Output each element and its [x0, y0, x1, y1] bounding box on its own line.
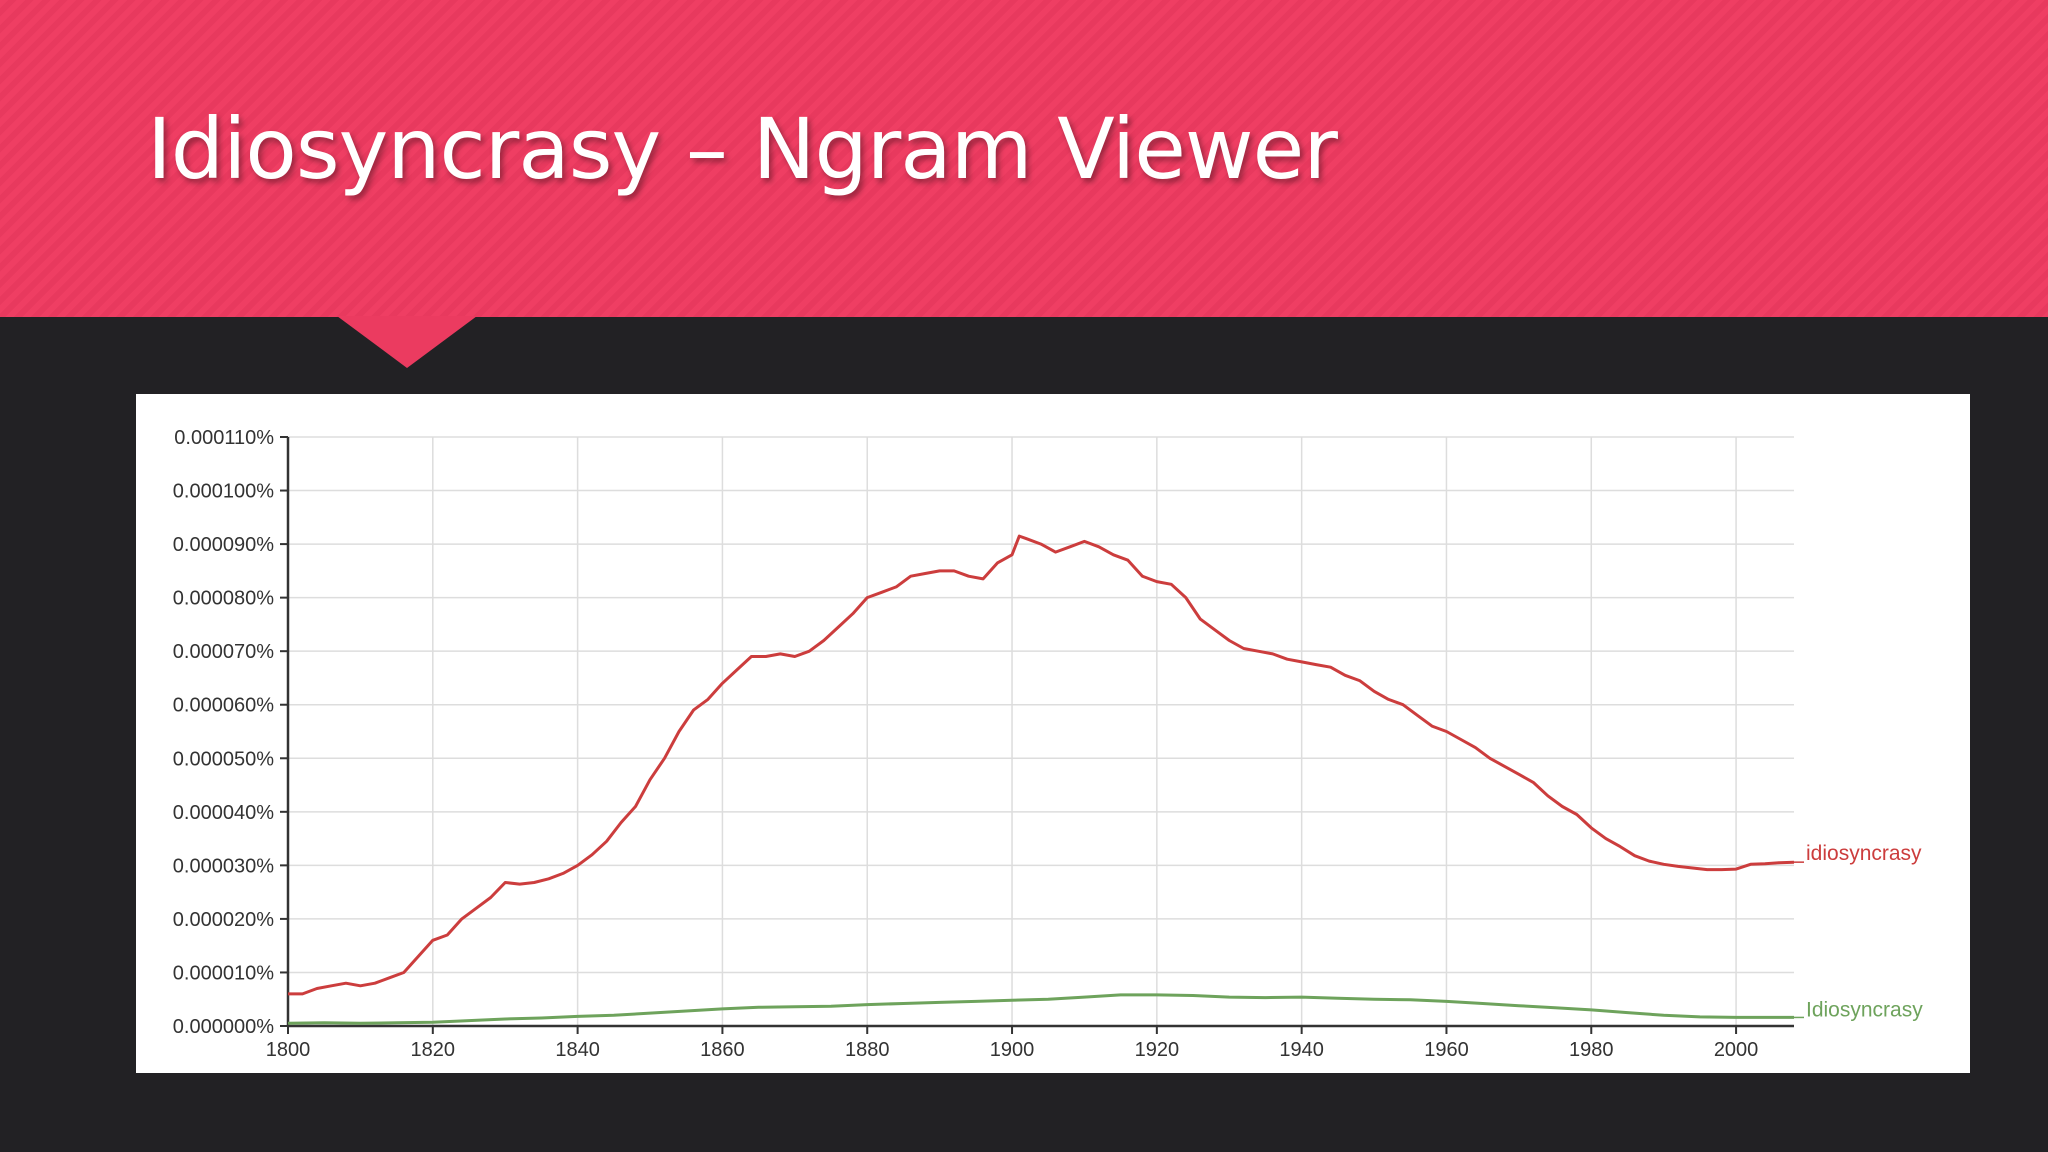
- x-tick-label: 1940: [1279, 1039, 1324, 1061]
- x-tick-label: 1800: [266, 1039, 311, 1061]
- y-tick-label: 0.000100%: [173, 481, 274, 503]
- banner-pointer: [337, 316, 477, 368]
- y-tick-label: 0.000060%: [173, 695, 274, 717]
- x-tick-label: 1900: [990, 1039, 1035, 1061]
- x-tick-label: 1980: [1569, 1039, 1614, 1061]
- y-tick-label: 0.000010%: [173, 962, 274, 984]
- x-tick-label: 1960: [1424, 1039, 1469, 1061]
- series-line-1: [288, 534, 1795, 996]
- x-tick-label: 1840: [555, 1039, 600, 1061]
- slide-title: Idiosyncrasy – Ngram Viewer: [147, 100, 1338, 198]
- y-tick-label: 0.000080%: [173, 588, 274, 610]
- y-tick-label: 0.000050%: [173, 748, 274, 770]
- ngram-line-chart: 0.000000% 0.000010% 0.000020% 0.000030% 0.00…: [173, 427, 1923, 1061]
- x-tick-label: 1880: [845, 1039, 890, 1061]
- y-tick-label: 0.000040%: [173, 802, 274, 824]
- series-labels: idiosyncrasy Idiosyncrasy: [1794, 842, 1923, 1021]
- ngram-chart-panel: 0.000000% 0.000010% 0.000020% 0.000030% 0.00…: [136, 394, 1970, 1073]
- title-banner: [0, 0, 2048, 317]
- x-tick-label: 2000: [1714, 1039, 1759, 1061]
- x-tick-label: 1860: [700, 1039, 745, 1061]
- series-label-1: idiosyncrasy: [1806, 842, 1922, 865]
- chart-axes: [280, 436, 1794, 1034]
- y-axis-tick-labels: 0.000000% 0.000010% 0.000020% 0.000030% 0.00…: [173, 427, 274, 1038]
- x-axis-tick-labels: 1800 1820 1840 1860 1880 1900 1920 1940 1960 1980…: [266, 1039, 1759, 1061]
- series-label-2: Idiosyncrasy: [1806, 998, 1923, 1021]
- series-line-2: [287, 993, 1794, 1025]
- y-tick-label: 0.000020%: [173, 909, 274, 931]
- y-tick-label: 0.000030%: [173, 855, 274, 877]
- series-lines: [287, 534, 1795, 1025]
- y-tick-label: 0.000090%: [173, 534, 274, 556]
- chart-gridlines: [288, 436, 1794, 1026]
- x-tick-label: 1820: [411, 1039, 456, 1061]
- x-tick-label: 1920: [1135, 1039, 1180, 1061]
- y-tick-label: 0.000110%: [174, 427, 274, 449]
- y-tick-label: 0.000000%: [173, 1016, 274, 1038]
- y-tick-label: 0.000070%: [173, 641, 274, 663]
